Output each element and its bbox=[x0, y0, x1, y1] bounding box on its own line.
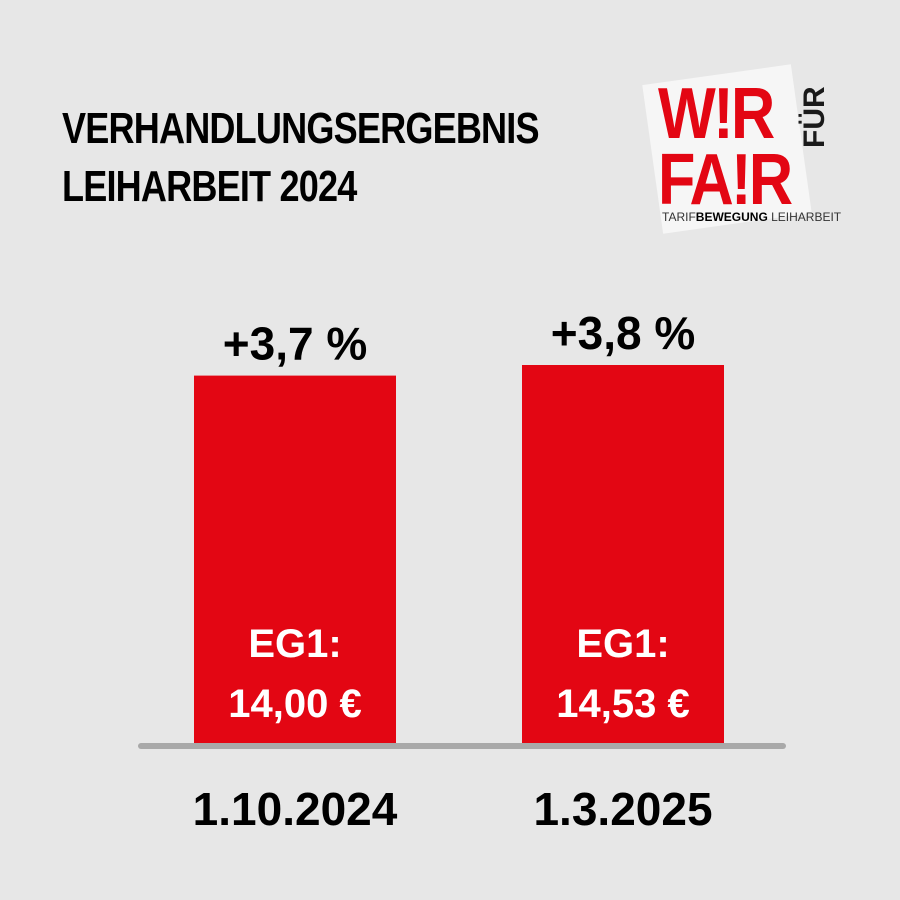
logo-sub-suffix: LEIHARBEIT bbox=[767, 210, 842, 224]
logo-line-2: FA!R bbox=[658, 140, 793, 220]
logo-line-1: W!R bbox=[658, 74, 775, 154]
bar-value-label-1: 14,00 € bbox=[228, 682, 361, 726]
wir-fuer-fair-logo: W!R FA!R FÜR TARIFBEWEGUNG LEIHARBEIT bbox=[642, 60, 841, 235]
title-line-1: VERHANDLUNGSERGEBNIS bbox=[62, 104, 540, 153]
logo-sub-prefix: TARIF bbox=[662, 210, 696, 224]
bar-1 bbox=[194, 375, 396, 745]
chart-baseline bbox=[138, 743, 786, 749]
logo-subtitle: TARIFBEWEGUNG LEIHARBEIT bbox=[662, 210, 841, 224]
category-label-2: 1.3.2025 bbox=[533, 783, 712, 835]
change-label-2: +3,8 % bbox=[551, 307, 696, 359]
page-title: VERHANDLUNGSERGEBNIS LEIHARBEIT 2024 bbox=[62, 100, 540, 216]
bars-group: +3,7 % EG1: 14,00 € 1.10.2024 +3,8 % EG1: 14,5… bbox=[193, 307, 724, 835]
bar-2 bbox=[522, 365, 724, 745]
bar-value-label-2: 14,53 € bbox=[556, 682, 689, 726]
category-label-1: 1.10.2024 bbox=[193, 783, 398, 835]
title-line-2: LEIHARBEIT 2024 bbox=[62, 162, 357, 211]
logo-sub-bold: BEWEGUNG bbox=[695, 210, 768, 224]
change-label-1: +3,7 % bbox=[223, 318, 368, 370]
bar-label-group-1: EG1: bbox=[248, 622, 341, 666]
bar-label-group-2: EG1: bbox=[576, 622, 669, 666]
